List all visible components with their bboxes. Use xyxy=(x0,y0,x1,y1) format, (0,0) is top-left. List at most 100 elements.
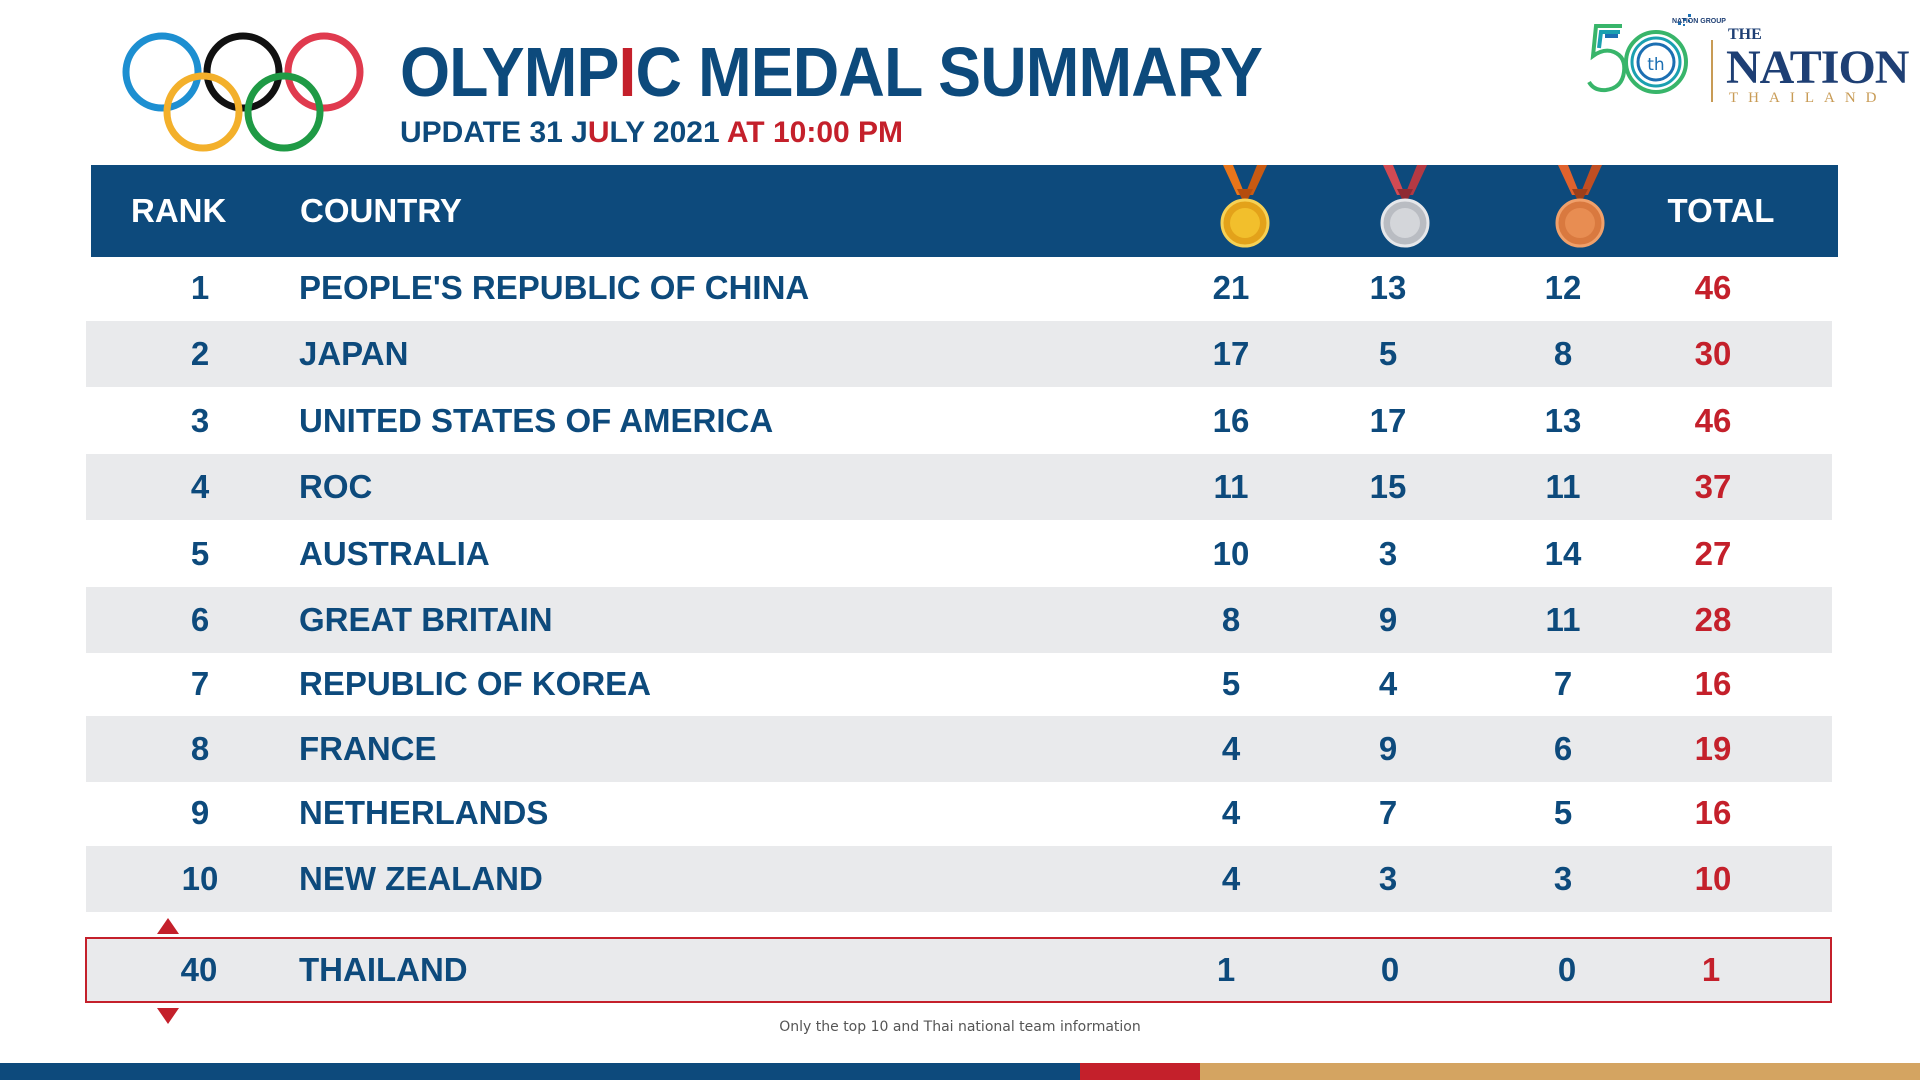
silver-count: 0 xyxy=(1380,951,1400,988)
nation-group-label: NATION GROUP xyxy=(1672,18,1726,25)
total-count: 27 xyxy=(1694,535,1732,572)
country-cell: ROC xyxy=(299,468,373,505)
rank-cell: 2 xyxy=(190,335,210,372)
silver-count: 7 xyxy=(1378,794,1398,831)
table-header: RANK COUNTRY TOTAL xyxy=(91,165,1838,257)
bronze-count: 6 xyxy=(1553,730,1573,767)
gold-count: 21 xyxy=(1212,269,1250,306)
bottom-color-bar xyxy=(0,1063,1920,1080)
total-count: 1 xyxy=(1701,951,1721,988)
silver-count: 4 xyxy=(1378,665,1398,702)
total-count: 16 xyxy=(1694,665,1732,702)
silver-count: 5 xyxy=(1378,335,1398,372)
table-row: 3 UNITED STATES OF AMERICA 16 17 13 46 xyxy=(86,388,1832,454)
bronze-count: 13 xyxy=(1544,402,1582,439)
rank-cell: 6 xyxy=(190,601,210,638)
rank-cell: 10 xyxy=(181,860,219,897)
total-count: 46 xyxy=(1694,269,1732,306)
total-column-header: TOTAL xyxy=(1667,192,1775,229)
rank-cell: 8 xyxy=(190,730,210,767)
nation-50th-anniversary-icon: th xyxy=(1587,14,1691,94)
silver-medal-icon xyxy=(1380,165,1430,248)
bottom-bar-blue xyxy=(0,1063,1080,1080)
silver-count: 15 xyxy=(1369,468,1407,505)
table-row: 9 NETHERLANDS 4 7 5 16 xyxy=(86,780,1832,846)
country-cell: REPUBLIC OF KOREA xyxy=(299,665,652,702)
rank-cell: 7 xyxy=(190,665,210,702)
gold-count: 8 xyxy=(1221,601,1241,638)
gold-count: 10 xyxy=(1212,535,1250,572)
gold-count: 1 xyxy=(1216,951,1236,988)
country-cell: GREAT BRITAIN xyxy=(299,601,553,638)
rank-down-arrow-icon xyxy=(157,1008,179,1024)
footnote: Only the top 10 and Thai national team i… xyxy=(779,1019,1141,1035)
country-cell: NEW ZEALAND xyxy=(299,860,543,897)
table-row: 8 FRANCE 4 9 6 19 xyxy=(86,716,1832,782)
table-row: 10 NEW ZEALAND 4 3 3 10 xyxy=(86,846,1832,912)
bronze-count: 12 xyxy=(1544,269,1582,306)
gold-count: 4 xyxy=(1221,730,1241,767)
bottom-bar-red xyxy=(1080,1063,1200,1080)
table-row: 4 ROC 11 15 11 37 xyxy=(86,454,1832,520)
bronze-count: 0 xyxy=(1557,951,1577,988)
bronze-count: 14 xyxy=(1544,535,1582,572)
silver-count: 13 xyxy=(1369,269,1407,306)
total-count: 16 xyxy=(1694,794,1732,831)
table-row: 6 GREAT BRITAIN 8 9 11 28 xyxy=(86,587,1832,653)
country-cell: JAPAN xyxy=(299,335,409,372)
silver-count: 3 xyxy=(1378,860,1398,897)
bronze-count: 11 xyxy=(1545,601,1581,638)
country-cell: PEOPLE'S REPUBLIC OF CHINA xyxy=(299,269,810,306)
silver-count: 3 xyxy=(1378,535,1398,572)
total-count: 37 xyxy=(1694,468,1732,505)
silver-count: 9 xyxy=(1378,601,1398,638)
rank-column-header: RANK xyxy=(131,192,227,229)
brand-thailand: THAILAND xyxy=(1729,90,1887,106)
gold-count: 5 xyxy=(1221,665,1241,702)
rank-cell: 40 xyxy=(180,951,218,988)
page-title: OLYMPIC MEDAL SUMMARY xyxy=(400,33,1263,111)
bronze-medal-icon xyxy=(1555,165,1605,248)
table-row: 7 REPUBLIC OF KOREA 5 4 7 16 xyxy=(86,651,1832,717)
update-timestamp: UPDATE 31 JULY 2021 AT 10:00 PM xyxy=(400,116,904,149)
gold-medal-icon xyxy=(1220,165,1270,248)
country-cell: THAILAND xyxy=(299,951,468,988)
country-column-header: COUNTRY xyxy=(300,192,462,229)
rank-cell: 5 xyxy=(190,535,210,572)
brand-divider xyxy=(1711,40,1713,102)
gold-count: 16 xyxy=(1212,402,1250,439)
gold-count: 4 xyxy=(1221,794,1241,831)
total-count: 46 xyxy=(1694,402,1732,439)
bronze-count: 5 xyxy=(1553,794,1573,831)
country-cell: UNITED STATES OF AMERICA xyxy=(299,402,774,439)
silver-count: 9 xyxy=(1378,730,1398,767)
total-count: 28 xyxy=(1694,601,1732,638)
total-count: 30 xyxy=(1694,335,1732,372)
silver-count: 17 xyxy=(1369,402,1407,439)
table-row: 5 AUSTRALIA 10 3 14 27 xyxy=(86,521,1832,587)
total-count: 10 xyxy=(1694,860,1732,897)
country-cell: FRANCE xyxy=(299,730,437,767)
country-cell: AUSTRALIA xyxy=(299,535,490,572)
olympic-rings-logo xyxy=(122,32,364,152)
table-row: 1 PEOPLE'S REPUBLIC OF CHINA 21 13 12 46 xyxy=(86,255,1832,321)
bronze-count: 7 xyxy=(1553,665,1573,702)
bronze-count: 11 xyxy=(1545,468,1581,505)
rank-cell: 1 xyxy=(190,269,210,306)
country-cell: NETHERLANDS xyxy=(299,794,549,831)
bottom-bar-gold xyxy=(1200,1063,1920,1080)
nation-thailand-logo: th NATION GROUP THE NATION THAILAND xyxy=(1580,10,1910,110)
table-row: 2 JAPAN 17 5 8 30 xyxy=(86,321,1832,387)
total-count: 19 xyxy=(1694,730,1732,767)
brand-nation: NATION xyxy=(1726,41,1909,94)
gold-count: 4 xyxy=(1221,860,1241,897)
fifty-suffix: th xyxy=(1647,55,1664,75)
thailand-highlight-row: 40 THAILAND 1 0 0 1 xyxy=(85,937,1832,1003)
rank-up-arrow-icon xyxy=(157,918,179,934)
rank-cell: 4 xyxy=(190,468,210,505)
gold-count: 11 xyxy=(1213,468,1249,505)
gold-count: 17 xyxy=(1212,335,1250,372)
brand-the: THE xyxy=(1728,26,1762,43)
bronze-count: 3 xyxy=(1553,860,1573,897)
bronze-count: 8 xyxy=(1553,335,1573,372)
